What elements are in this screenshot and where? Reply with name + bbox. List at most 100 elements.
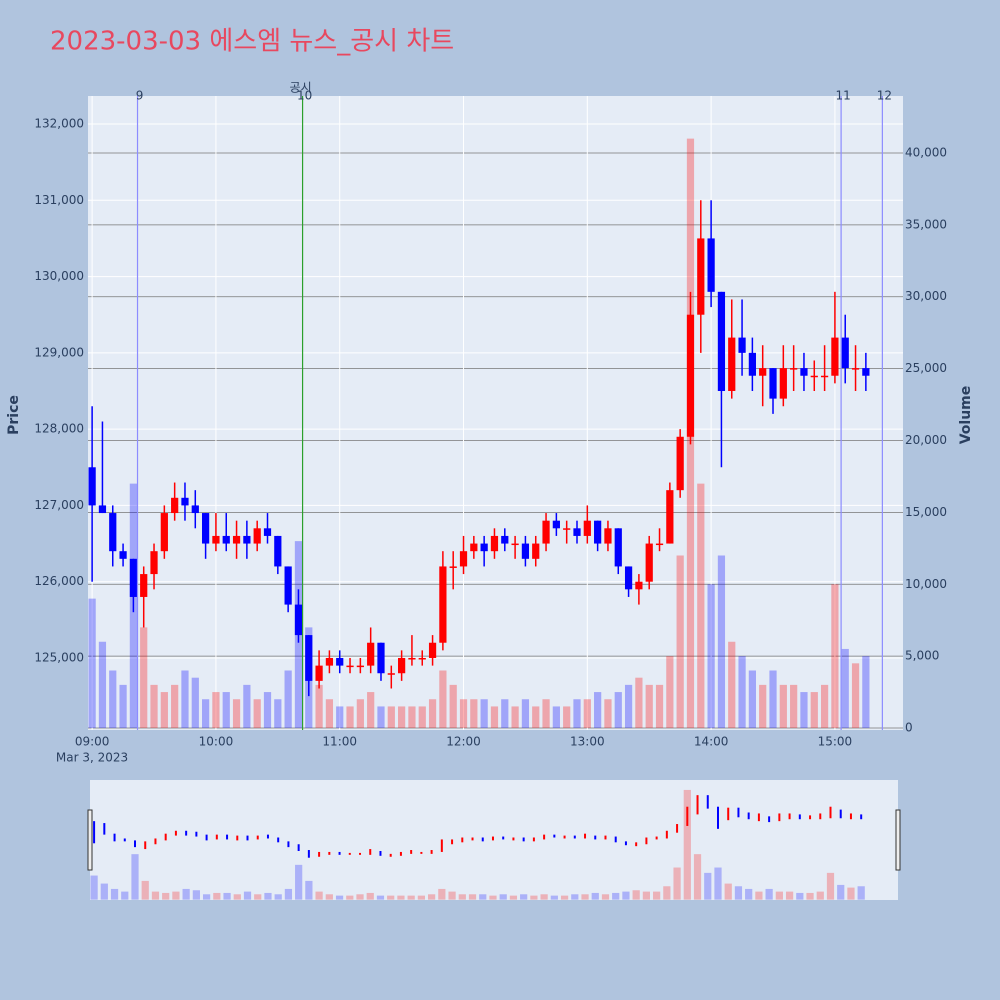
- slider-volume-bar: [213, 892, 221, 900]
- volume-bar: [717, 555, 726, 729]
- volume-bar: [459, 699, 468, 729]
- slider-volume-bar: [121, 891, 129, 900]
- candle-body: [779, 368, 787, 399]
- candle-body: [398, 657, 406, 674]
- volume-bar: [398, 706, 406, 729]
- volume-bar: [655, 684, 664, 729]
- volume-bar: [810, 692, 818, 729]
- volume-bar: [594, 692, 602, 729]
- slider-volume-bar: [714, 867, 722, 900]
- slider-volume-bar: [356, 894, 364, 900]
- slider-volume-bar: [233, 894, 241, 900]
- slider-volume-bar: [407, 895, 415, 900]
- volume-bar: [201, 699, 210, 729]
- slider-handle[interactable]: [87, 809, 93, 871]
- slider-volume-bar: [601, 894, 610, 900]
- candle-body: [666, 490, 674, 544]
- candle-body: [459, 551, 468, 567]
- candle-body: [449, 566, 457, 568]
- candle-body: [305, 635, 313, 681]
- candle-body: [140, 574, 148, 597]
- candle-body: [532, 543, 540, 559]
- candle-body: [707, 238, 715, 292]
- candle-body: [129, 558, 138, 597]
- candle-body: [377, 642, 385, 674]
- y-tick-label: 128,000: [34, 422, 84, 436]
- candle-body: [294, 604, 303, 636]
- volume-bar: [387, 706, 395, 729]
- y-tick-label: 127,000: [34, 498, 84, 512]
- volume-bar: [119, 684, 127, 729]
- x-tick-label: 09:00: [75, 735, 110, 749]
- slider-volume-bar: [806, 892, 814, 900]
- slider-volume-bar: [397, 895, 405, 900]
- volume-bar: [790, 684, 798, 729]
- slider-volume-bar: [837, 884, 845, 900]
- slider-volume-bar: [540, 894, 548, 900]
- candle-body: [88, 467, 96, 506]
- range-slider[interactable]: [90, 780, 898, 900]
- volume-bar: [490, 706, 499, 729]
- slider-volume-bar: [325, 894, 333, 900]
- candle-body: [315, 665, 323, 681]
- candle-body: [820, 375, 829, 378]
- candle-body: [253, 528, 261, 544]
- volume-bar: [779, 684, 787, 729]
- y-tick-label: 126,000: [34, 574, 84, 588]
- slider-volume-bar: [581, 894, 589, 900]
- x-tick-label: 12:00: [446, 735, 481, 749]
- candle-body: [748, 352, 756, 376]
- y-axis-title: Price: [6, 395, 22, 435]
- candle-body: [841, 337, 849, 369]
- slider-volume-bar: [622, 891, 630, 900]
- slider-volume-bar: [683, 789, 691, 900]
- slider-volume-bar: [295, 864, 303, 900]
- volume-bar: [666, 656, 674, 729]
- volume-bar: [614, 692, 622, 729]
- y-tick-label: 125,000: [34, 650, 84, 664]
- volume-bar: [841, 648, 849, 729]
- y2-tick-label: 30,000: [905, 289, 947, 303]
- slider-volume-bar: [479, 894, 487, 900]
- slider-volume-bar: [704, 872, 712, 900]
- candle-body: [686, 314, 695, 437]
- slider-volume-bar: [223, 892, 231, 900]
- slider-handle[interactable]: [895, 809, 901, 871]
- volume-bar: [439, 670, 447, 729]
- candle-body: [573, 528, 581, 536]
- event-label: 9: [136, 89, 144, 103]
- slider-volume-bar: [724, 883, 732, 900]
- slider-volume-bar: [560, 895, 569, 900]
- candle-body: [181, 497, 189, 506]
- slider-volume-bar: [632, 890, 640, 900]
- volume-bar: [800, 692, 808, 729]
- volume-bar: [109, 670, 117, 729]
- slider-volume-bar: [571, 894, 579, 900]
- candle-body: [418, 657, 426, 660]
- y-tick-label: 132,000: [34, 116, 84, 130]
- slider-volume-bar: [417, 895, 425, 900]
- slider-volume-bar: [857, 886, 865, 900]
- volume-bar: [150, 684, 158, 729]
- volume-bar: [98, 641, 107, 729]
- slider-volume-bar: [734, 886, 743, 900]
- slider-volume-bar: [693, 854, 702, 900]
- candle-body: [98, 505, 107, 514]
- volume-bar: [862, 656, 870, 729]
- y-tick-label: 129,000: [34, 345, 84, 359]
- volume-bar: [697, 483, 705, 729]
- slider-volume-bar: [755, 891, 763, 900]
- volume-bar: [222, 692, 230, 729]
- volume-bar: [573, 699, 581, 729]
- slider-volume-bar: [172, 891, 180, 900]
- volume-bar: [171, 684, 179, 729]
- volume-bar: [521, 699, 530, 729]
- y2-tick-label: 5,000: [905, 649, 939, 663]
- volume-bar: [563, 706, 571, 729]
- slider-volume-bar: [489, 895, 497, 900]
- slider-volume-bar: [847, 887, 855, 900]
- volume-bar: [367, 692, 375, 729]
- volume-bar: [284, 670, 292, 729]
- volume-bar: [88, 598, 96, 729]
- candle-body: [387, 673, 395, 675]
